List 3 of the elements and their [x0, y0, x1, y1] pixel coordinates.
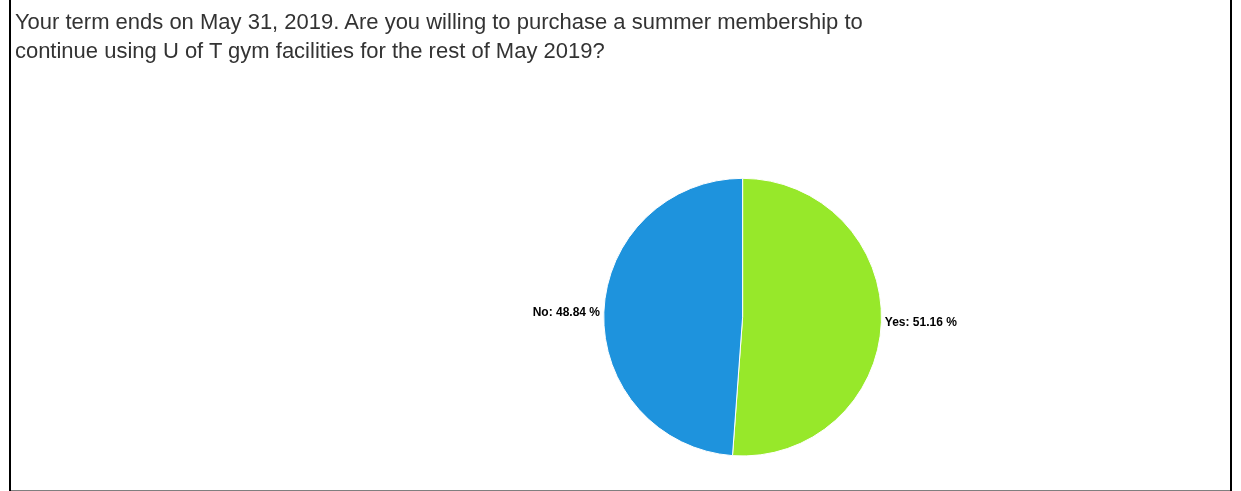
slice-label: No: 48.84 %: [532, 305, 601, 320]
chart-title: Your term ends on May 31, 2019. Are you willing to purchase a summer membership to continue using U of T gym facilities for the rest of May 2019?: [14, 9, 863, 64]
slice-label: Yes: 51.16 %: [884, 315, 958, 330]
